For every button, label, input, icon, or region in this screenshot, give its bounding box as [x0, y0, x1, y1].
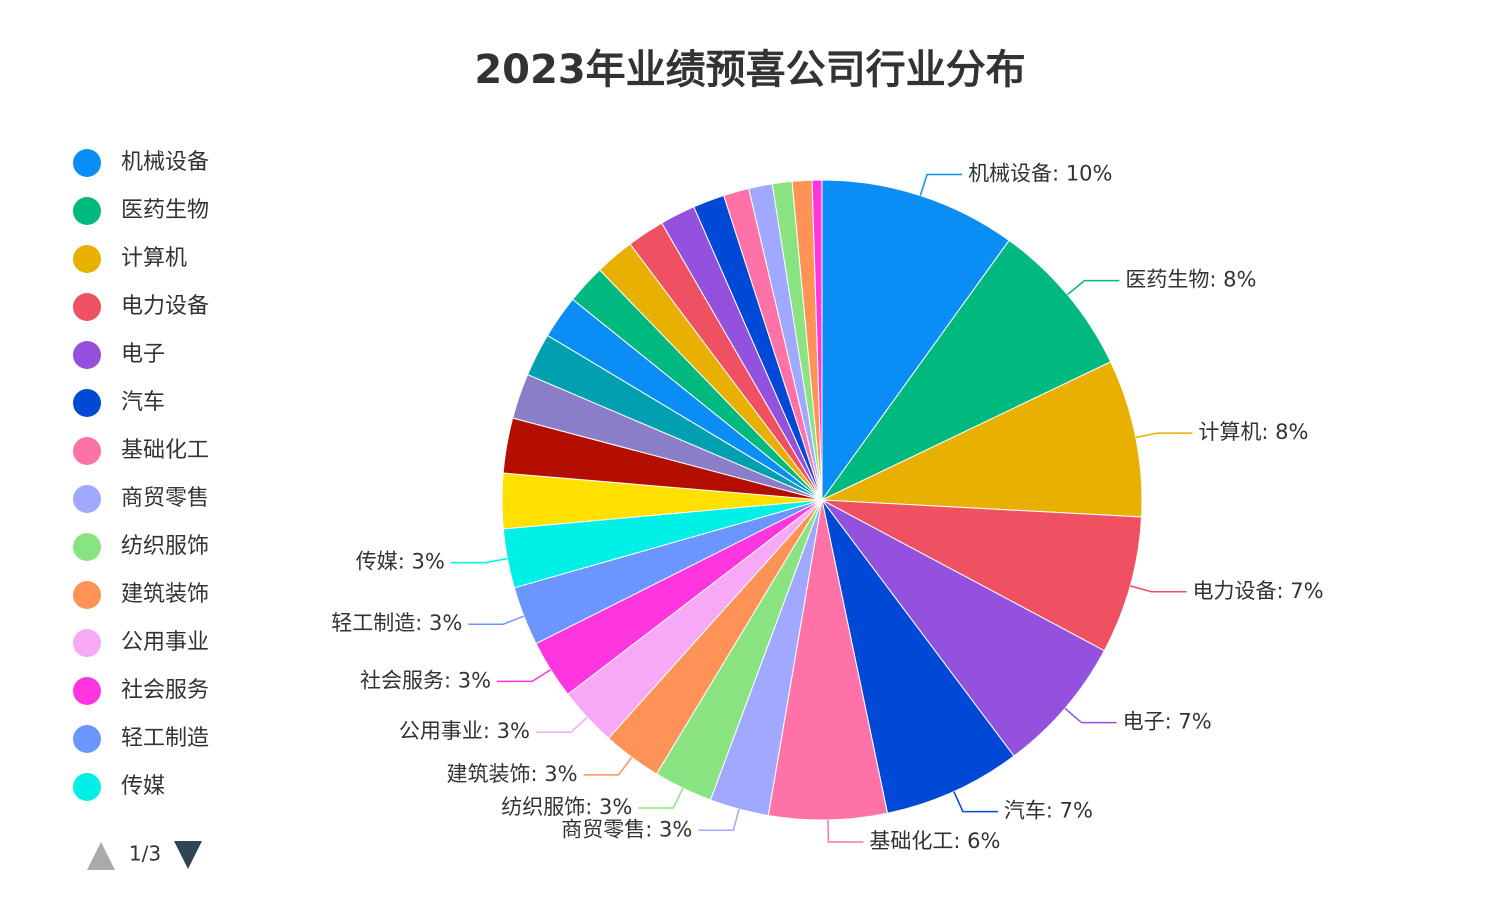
- pie-slice: [821, 179, 1010, 502]
- pie-slice: [767, 499, 889, 821]
- legend-marker: [73, 149, 101, 177]
- label-line: [1135, 432, 1193, 439]
- legend-label: 公用事业: [121, 630, 209, 655]
- legend-marker: [73, 437, 101, 465]
- chart-title: 2023年业绩预喜公司行业分布: [474, 47, 1025, 93]
- legend-marker: [73, 485, 101, 513]
- data-label: 公用事业: 3%: [399, 719, 530, 743]
- legend-prev[interactable]: [87, 842, 115, 870]
- data-label: 电子: 7%: [1123, 710, 1212, 734]
- data-label: 医药生物: 8%: [1125, 268, 1256, 292]
- legend-label: 汽车: [121, 390, 165, 415]
- legend-marker: [73, 245, 101, 273]
- data-label: 商贸零售: 3%: [561, 817, 692, 841]
- data-label: 计算机: 8%: [1198, 420, 1308, 444]
- data-label: 社会服务: 3%: [360, 668, 491, 692]
- label-line: [1067, 279, 1120, 296]
- label-line: [468, 615, 525, 625]
- data-label: 建筑装饰: 3%: [446, 762, 577, 786]
- label-line: [583, 756, 633, 776]
- label-line: [1130, 585, 1187, 593]
- label-line: [953, 791, 998, 813]
- legend-label: 商贸零售: [121, 486, 209, 511]
- legend-marker: [73, 629, 101, 657]
- label-line: [450, 557, 508, 564]
- legend-marker: [73, 533, 101, 561]
- legend-label: 机械设备: [121, 150, 209, 175]
- data-label: 纺织服饰: 3%: [501, 795, 632, 819]
- pie-slice: [821, 499, 1105, 757]
- legend-label: 计算机: [121, 246, 187, 271]
- legend-marker: [73, 341, 101, 369]
- legend-marker: [73, 725, 101, 753]
- label-line: [1064, 707, 1117, 724]
- legend-marker: [73, 293, 101, 321]
- legend-next[interactable]: [174, 841, 202, 869]
- legend-label: 传媒: [121, 774, 165, 799]
- legend-label: 纺织服饰: [121, 534, 209, 559]
- legend-label: 医药生物: [121, 198, 209, 223]
- legend-label: 电力设备: [121, 294, 209, 319]
- pie-slice: [821, 361, 1143, 518]
- label-line: [535, 716, 588, 733]
- legend-label: 建筑装饰: [121, 582, 209, 607]
- data-label: 汽车: 7%: [1004, 799, 1093, 823]
- legend-label: 轻工制造: [121, 726, 209, 751]
- legend-marker: [73, 389, 101, 417]
- data-label: 轻工制造: 3%: [331, 611, 462, 635]
- pie-slice: [821, 239, 1112, 501]
- legend-marker: [73, 773, 101, 801]
- legend-marker: [73, 197, 101, 225]
- data-label: 机械设备: 10%: [968, 162, 1112, 186]
- legend-label: 电子: [121, 342, 165, 367]
- legend-page: 1/3: [129, 842, 161, 866]
- legend-marker: [73, 581, 101, 609]
- label-line: [698, 808, 740, 832]
- legend-marker: [73, 677, 101, 705]
- legend-label: 基础化工: [121, 438, 209, 463]
- label-line: [827, 819, 864, 843]
- data-label: 基础化工: 6%: [869, 829, 1000, 853]
- pie-slice: [821, 499, 1143, 652]
- data-label: 传媒: 3%: [356, 550, 445, 574]
- pie-slice: [821, 499, 1015, 814]
- data-label: 电力设备: 7%: [1192, 579, 1323, 603]
- pie-slice: [811, 179, 823, 501]
- label-line: [919, 173, 963, 196]
- legend-label: 社会服务: [121, 678, 209, 703]
- label-line: [497, 669, 552, 683]
- label-line: [638, 787, 684, 809]
